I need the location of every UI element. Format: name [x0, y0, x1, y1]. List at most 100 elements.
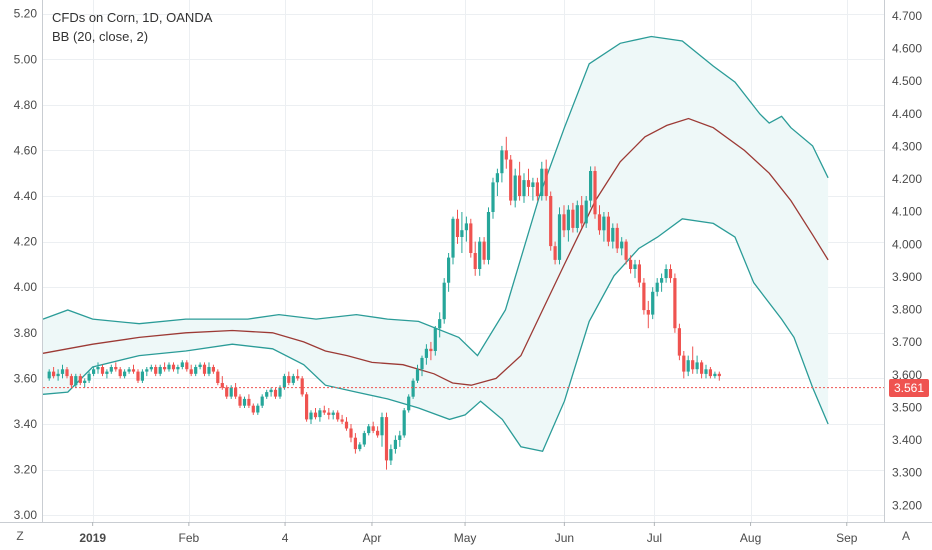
right-tick-label: 3.300	[892, 466, 922, 480]
candle-body	[717, 373, 721, 377]
candle	[637, 259, 641, 288]
candle	[163, 362, 167, 372]
candle	[589, 166, 593, 208]
time-tick-label: Jul	[647, 531, 662, 545]
candle-body	[584, 200, 588, 224]
candle-body	[518, 175, 522, 196]
candle	[225, 385, 229, 399]
candle	[593, 166, 597, 219]
candle-body	[682, 355, 686, 372]
candle-body	[149, 367, 153, 370]
candle	[198, 362, 202, 370]
candle-body	[65, 369, 69, 377]
candle-body	[145, 369, 149, 372]
candle-body	[163, 367, 167, 370]
candle-body	[83, 380, 87, 383]
candle	[291, 373, 295, 386]
candle	[704, 364, 708, 379]
candle-body	[127, 369, 131, 372]
candle	[211, 364, 215, 374]
candle	[451, 216, 455, 265]
candle	[433, 326, 437, 356]
candle	[234, 383, 238, 399]
candle	[105, 369, 109, 379]
right-tick-label: 3.400	[892, 433, 922, 447]
time-tick-label: Aug	[740, 531, 761, 545]
auto-scale-button[interactable]: A	[901, 529, 910, 543]
candle-body	[700, 362, 704, 374]
right-tick-label: 4.500	[892, 74, 922, 88]
candle-body	[407, 396, 411, 411]
candle-body	[353, 437, 357, 450]
candle-body	[136, 371, 140, 381]
candle	[535, 177, 539, 201]
candle	[500, 145, 504, 183]
candle	[220, 376, 224, 390]
candle-body	[358, 444, 362, 450]
zoom-toggle-button[interactable]: Z	[16, 529, 24, 543]
candle	[509, 155, 513, 206]
candle	[673, 273, 677, 333]
candle-body	[118, 369, 122, 377]
candle-body	[482, 241, 486, 260]
left-tick-label: 3.80	[14, 326, 38, 340]
indicator-label[interactable]: BB (20, close, 2)	[52, 29, 149, 44]
candle-body	[114, 367, 118, 370]
candle	[149, 364, 153, 372]
left-tick-label: 4.20	[14, 235, 38, 249]
candles	[47, 136, 721, 470]
candle	[74, 373, 78, 388]
left-tick-label: 5.20	[14, 7, 38, 21]
candle-body	[447, 257, 451, 283]
candle	[47, 369, 51, 381]
candle	[664, 264, 668, 283]
candle-body	[100, 367, 105, 374]
candle	[367, 424, 371, 436]
bollinger-upper-band	[42, 35, 829, 357]
candle	[114, 362, 118, 372]
candle	[305, 392, 309, 422]
candle	[557, 207, 562, 265]
candle	[358, 442, 362, 452]
candle	[273, 387, 278, 399]
time-tick-label: Jun	[555, 531, 574, 545]
candle-body	[509, 159, 513, 201]
candle	[447, 253, 451, 292]
candle-body	[380, 417, 384, 436]
candle-body	[194, 367, 198, 374]
candle	[69, 373, 73, 388]
candle-body	[420, 357, 424, 370]
candle-body	[273, 389, 278, 397]
candle-body	[433, 328, 437, 351]
candle	[92, 367, 96, 377]
candle-body	[424, 348, 428, 358]
candle-body	[473, 253, 477, 269]
candle	[575, 200, 579, 233]
candle	[331, 410, 335, 420]
candle-body	[526, 180, 531, 187]
candle	[118, 367, 122, 379]
candle	[247, 394, 251, 408]
candle-body	[260, 396, 264, 406]
candle	[513, 168, 517, 208]
candle	[362, 430, 366, 447]
candle	[611, 223, 615, 249]
candle	[646, 300, 650, 329]
candle-body	[109, 367, 113, 372]
candle	[700, 360, 704, 379]
candle	[384, 412, 389, 470]
candle	[486, 207, 491, 265]
candle	[393, 435, 397, 454]
candle	[526, 168, 531, 196]
candle	[606, 212, 610, 247]
candle-body	[500, 150, 504, 174]
candle	[411, 378, 415, 399]
candle	[620, 237, 624, 256]
candle-body	[646, 310, 650, 315]
time-tick-label: Sep	[836, 531, 858, 545]
candle	[344, 417, 349, 431]
bollinger-band-fill	[43, 36, 829, 452]
candle-body	[336, 412, 340, 420]
candle	[336, 410, 340, 422]
